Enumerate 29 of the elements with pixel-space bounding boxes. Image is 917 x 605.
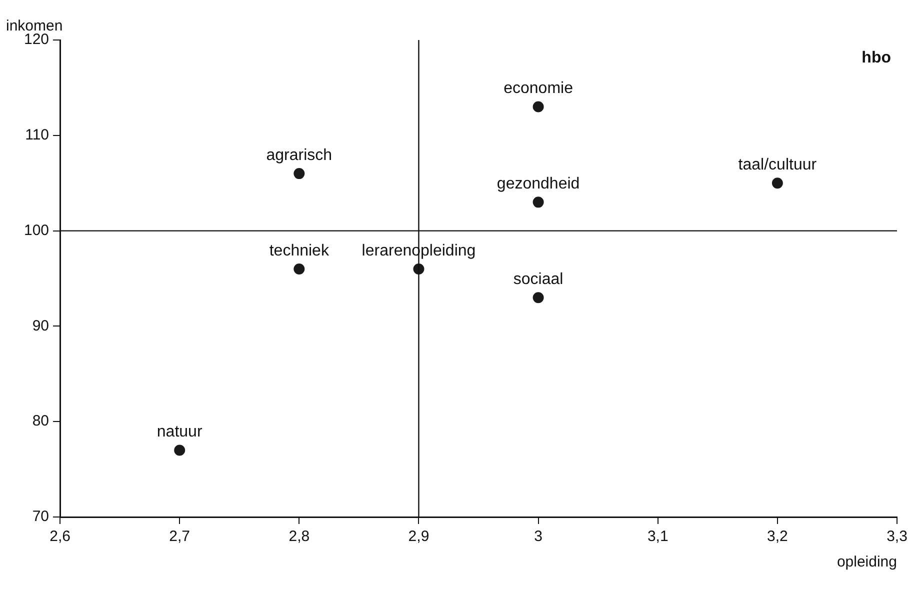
point bbox=[772, 178, 783, 189]
y-tick-label: 70 bbox=[32, 508, 50, 526]
x-axis-title: opleiding bbox=[836, 554, 897, 571]
annotation: gezondheid bbox=[496, 176, 580, 193]
point bbox=[532, 196, 544, 208]
x-tick-label: 3,2 bbox=[767, 528, 788, 546]
point bbox=[532, 292, 544, 304]
x-tick-label: 2,8 bbox=[288, 528, 310, 546]
x-tick-label: 2,6 bbox=[50, 528, 70, 546]
y-tick-label: 100 bbox=[24, 222, 50, 239]
x-tick-label: 3,3 bbox=[886, 528, 908, 546]
y-tick-label: 80 bbox=[32, 412, 50, 430]
y-tick-label: 90 bbox=[32, 317, 50, 334]
point bbox=[174, 444, 186, 456]
x-tick-label: 2,7 bbox=[169, 528, 190, 546]
x-tick-label: 3 bbox=[534, 528, 542, 546]
annotation: natuur bbox=[156, 424, 203, 441]
x-tick-label: 2,9 bbox=[408, 528, 430, 546]
annotation: economie bbox=[504, 80, 574, 98]
annotation: hbo bbox=[862, 49, 892, 66]
annotation: agrarisch bbox=[266, 146, 332, 164]
y-tick-label: 110 bbox=[25, 126, 50, 144]
annotation: taal/cultuur bbox=[738, 156, 818, 174]
point bbox=[294, 168, 305, 180]
annotation: techniek bbox=[269, 242, 330, 260]
point bbox=[294, 263, 305, 274]
annotation: sociaal bbox=[513, 270, 564, 288]
point bbox=[532, 101, 544, 112]
x-tick-label: 3,1 bbox=[647, 528, 668, 546]
